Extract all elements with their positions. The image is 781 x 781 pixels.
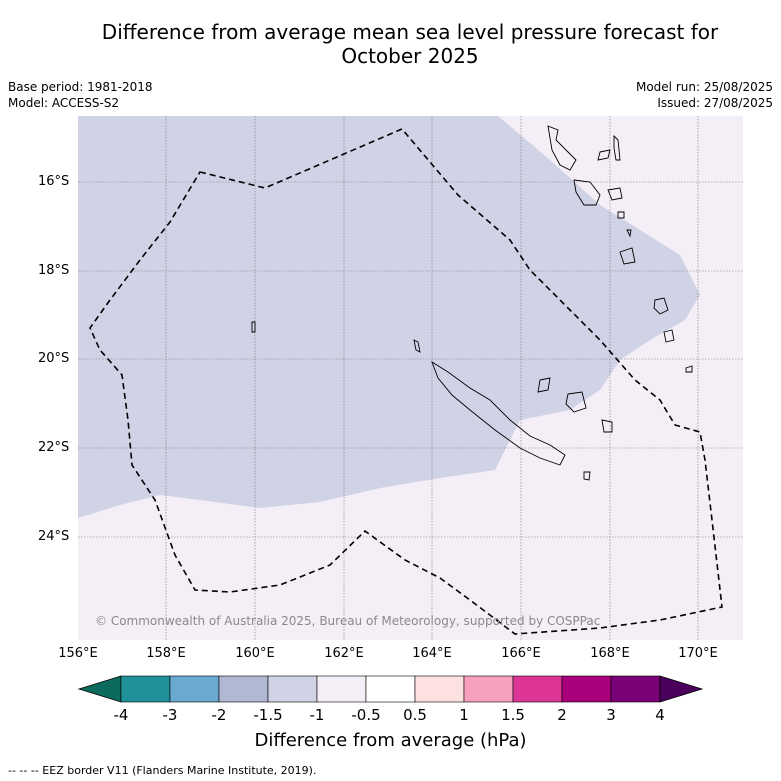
map-title-line-1: Difference from average mean sea level p… — [101, 20, 719, 44]
lat-label: 22°S — [38, 440, 70, 455]
meta-right: Model run: 25/08/2025 Issued: 27/08/2025 — [636, 79, 773, 111]
model-name: Model: ACCESS-S2 — [8, 96, 120, 110]
colorbar-tick: -3 — [162, 706, 178, 724]
meta-left: Base period: 1981-2018 Model: ACCESS-S2 — [8, 79, 153, 111]
copyright-notice: © Commonwealth of Australia 2025, Bureau… — [95, 614, 601, 628]
lon-label: 166°E — [501, 646, 541, 661]
model-run: Model run: 25/08/2025 — [635, 80, 773, 94]
colorbar-tick: -2 — [211, 706, 227, 724]
lon-label: 164°E — [412, 646, 452, 661]
lon-label: 156°E — [58, 646, 98, 661]
coastline-new-caledonia — [251, 321, 613, 481]
colorbar-tick: 1 — [459, 706, 469, 724]
colorbar-tick: 2 — [557, 706, 567, 724]
anomaly-region-negative — [78, 116, 700, 518]
map-title-line-2: October 2025 — [341, 44, 479, 68]
colorbar-tick: 3 — [606, 706, 616, 724]
colorbar-tick: -0.5 — [351, 706, 381, 724]
base-period: Base period: 1981-2018 — [8, 80, 153, 94]
issued-date: Issued: 27/08/2025 — [657, 96, 773, 110]
colorbar-tick: 0.5 — [403, 706, 427, 724]
lat-label: 16°S — [38, 174, 70, 189]
eez-border — [89, 128, 723, 635]
colorbar-tick: -1.5 — [253, 706, 283, 724]
lat-label: 24°S — [38, 529, 70, 544]
lat-label: 18°S — [38, 263, 70, 278]
lon-label: 160°E — [235, 646, 275, 661]
lon-label: 170°E — [678, 646, 718, 661]
colorbar-tick: -1 — [309, 706, 325, 724]
eez-legend-footer: -- -- -- EEZ border V11 (Flanders Marine… — [8, 764, 317, 777]
colorbar-label: Difference from average (hPa) — [254, 730, 527, 751]
lon-label: 168°E — [590, 646, 630, 661]
colorbar-tick: 4 — [655, 706, 665, 724]
colorbar-tick: 1.5 — [501, 706, 525, 724]
lat-label: 20°S — [38, 351, 70, 366]
colorbar-tick: -4 — [113, 706, 129, 724]
lon-label: 162°E — [324, 646, 364, 661]
graticule — [78, 116, 743, 640]
lon-label: 158°E — [146, 646, 186, 661]
coastline-vanuatu — [547, 125, 693, 373]
